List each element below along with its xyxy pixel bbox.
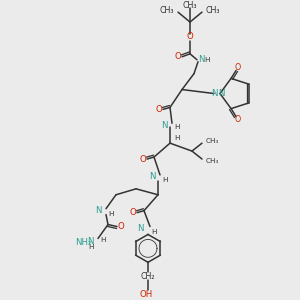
Text: N: N: [161, 121, 168, 130]
Text: NH₂: NH₂: [76, 238, 92, 247]
Text: CH₃: CH₃: [206, 138, 219, 144]
Text: N: N: [218, 89, 224, 98]
Text: O: O: [235, 115, 241, 124]
Text: CH₂: CH₂: [141, 272, 155, 281]
Text: CH₃: CH₃: [206, 158, 219, 164]
Text: N: N: [212, 89, 218, 98]
Text: H: H: [204, 57, 209, 63]
Text: O: O: [129, 208, 136, 217]
Text: H: H: [100, 237, 106, 243]
Text: H: H: [151, 229, 157, 235]
Text: O: O: [139, 154, 146, 164]
Text: CH₃: CH₃: [206, 6, 220, 15]
Text: N: N: [88, 237, 94, 246]
Text: N: N: [95, 206, 102, 215]
Text: H: H: [88, 244, 94, 250]
Text: N: N: [137, 224, 144, 233]
Text: O: O: [174, 52, 181, 61]
Text: O: O: [118, 222, 125, 231]
Text: O: O: [235, 63, 241, 72]
Text: OH: OH: [140, 290, 153, 298]
Text: H: H: [162, 177, 167, 183]
Text: N: N: [198, 55, 205, 64]
Text: H: H: [174, 135, 179, 141]
Text: N: N: [149, 172, 156, 182]
Text: CH₃: CH₃: [183, 1, 197, 10]
Text: H: H: [174, 124, 179, 130]
Text: O: O: [187, 32, 194, 41]
Text: O: O: [155, 105, 162, 114]
Text: H: H: [108, 211, 113, 217]
Text: CH₃: CH₃: [160, 6, 174, 15]
